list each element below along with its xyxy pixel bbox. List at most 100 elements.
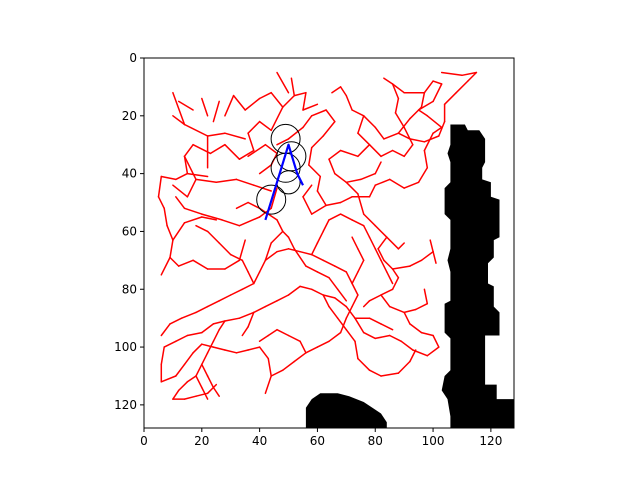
tree-edge (183, 143, 194, 158)
tree-edge (270, 91, 284, 108)
tree-edge (276, 138, 290, 146)
tree-edge (388, 178, 405, 189)
robot-circle (256, 184, 287, 215)
tree-edge (276, 219, 284, 233)
tree-edge (238, 239, 246, 262)
tree-edge (253, 271, 261, 285)
tree-edge (432, 80, 443, 85)
tree-edge (183, 155, 197, 181)
tree-edge (212, 100, 220, 123)
tree-edge (397, 132, 411, 140)
tree-edge (310, 253, 324, 262)
tree-edge (383, 77, 394, 85)
tree-edge (397, 242, 405, 250)
tree-edge (388, 334, 403, 343)
tree-edge (357, 357, 371, 371)
tree-edge (235, 201, 249, 210)
tree-edge (322, 219, 330, 233)
tree-edge (258, 120, 272, 132)
x-tick-label: 120 (479, 434, 502, 448)
y-tick-label: 20 (122, 109, 137, 123)
tree-edge (258, 334, 270, 343)
tree-edge (206, 383, 218, 395)
tree-edge (224, 132, 246, 140)
tree-edge (169, 256, 180, 267)
tree-edge (206, 132, 226, 137)
tree-edge (467, 71, 478, 82)
tree-edge (391, 83, 405, 94)
tree-edge (172, 184, 189, 198)
tree-edge (374, 248, 382, 262)
tree-edge (426, 115, 443, 129)
tree-edge (380, 259, 388, 273)
tree-edge (177, 381, 189, 392)
tree-edge (175, 363, 186, 377)
tree-edge (302, 115, 313, 129)
tree-edge (218, 294, 232, 302)
tree-edge (206, 300, 220, 308)
tree-edge (310, 135, 324, 149)
tree-edge (380, 323, 394, 331)
tree-edge (229, 288, 244, 296)
tree-edge (310, 204, 327, 215)
tree-edge (420, 91, 426, 108)
tree-edge (299, 285, 313, 291)
tree-edge (455, 80, 469, 94)
tree-edge (328, 331, 342, 343)
tree-edge (238, 216, 261, 227)
tree-edge (270, 230, 284, 244)
y-axis: 0 20 40 60 80 100 120 (114, 51, 144, 412)
tree-edge (368, 143, 382, 158)
tree-edge (386, 236, 400, 250)
tree-edge (328, 158, 336, 175)
tree-edge (238, 149, 255, 160)
tree-edge (409, 259, 423, 267)
tree-edge (345, 181, 359, 195)
tree-edge (177, 259, 194, 267)
tree-edge (325, 201, 342, 207)
tree-edge (163, 340, 177, 348)
tree-edge (169, 317, 183, 325)
tree-edge (362, 224, 371, 238)
tree-edge (238, 311, 255, 319)
solution-path (264, 143, 304, 221)
tree-edge (432, 334, 440, 348)
tree-edge (160, 346, 165, 366)
tree-edge (362, 300, 371, 308)
x-tick-label: 80 (368, 434, 383, 448)
tree-edge (258, 91, 272, 100)
tree-edge (287, 248, 301, 253)
tree-edge (357, 259, 365, 273)
tree-edge (235, 178, 255, 186)
tree-edge (247, 346, 261, 351)
tree-edge (322, 120, 336, 137)
tree-edge (201, 386, 209, 400)
tree-edge (160, 175, 177, 181)
tree-edge (308, 164, 322, 178)
tree-edge (201, 213, 223, 221)
tree-edge (247, 143, 267, 158)
tree-edge (166, 224, 174, 241)
tree-edge (244, 97, 261, 111)
tree-layer (157, 71, 478, 400)
x-tick-label: 60 (310, 434, 325, 448)
tree-edge (302, 103, 319, 111)
tree-edge (351, 219, 365, 227)
tree-edge (160, 256, 171, 276)
tree-edge (377, 248, 385, 262)
tree-edge (432, 250, 437, 264)
tree-edge (357, 132, 371, 146)
tree-edge (362, 115, 377, 129)
tree-edge (282, 360, 296, 371)
tree-edge (172, 389, 180, 400)
tree-edge (380, 288, 394, 296)
tree-edge (177, 100, 194, 111)
tree-edge (331, 86, 342, 94)
tree-edge (420, 331, 434, 337)
tree-edge (322, 294, 336, 299)
tree-edge (282, 230, 290, 238)
tree-edge (215, 178, 238, 184)
tree-edge (316, 190, 327, 207)
tree-edge (357, 248, 365, 262)
